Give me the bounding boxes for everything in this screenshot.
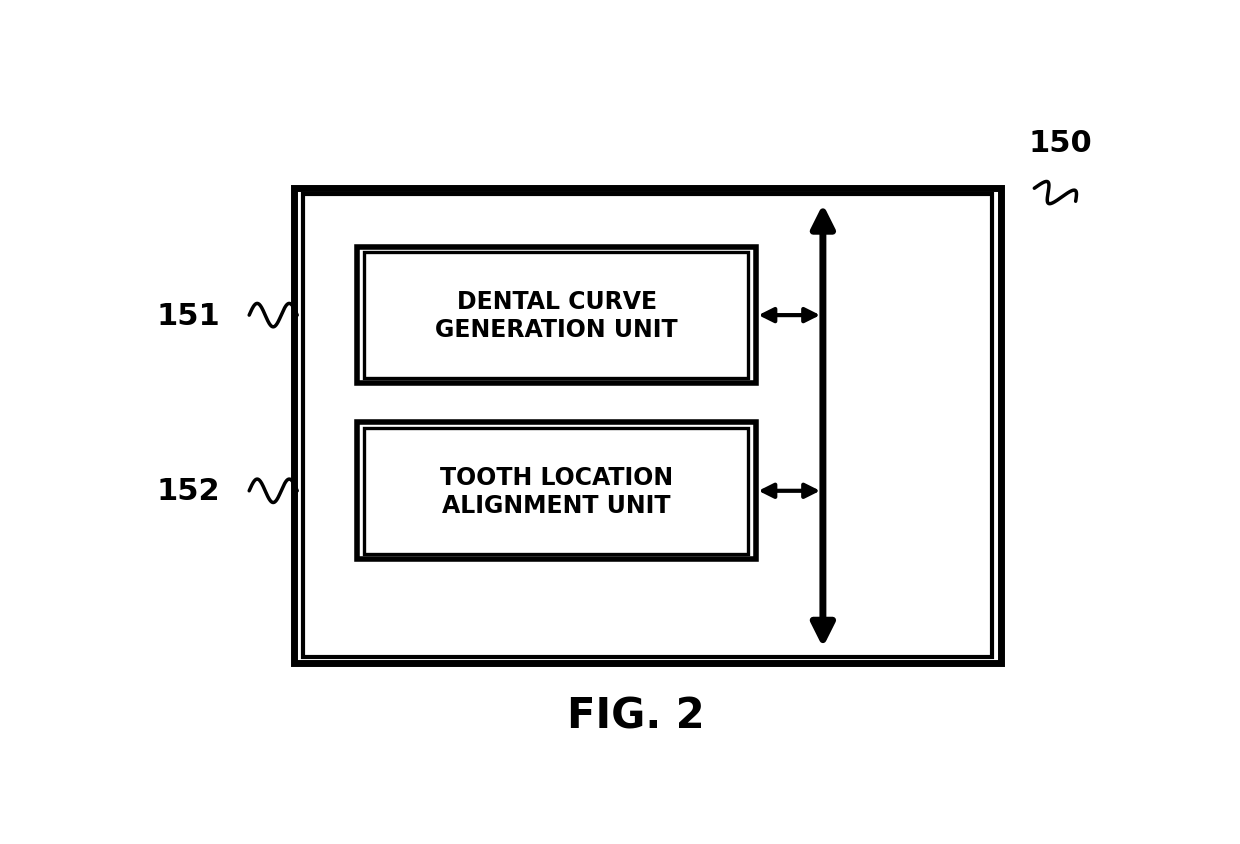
Bar	[357, 423, 755, 560]
Text: FIG. 2: FIG. 2	[567, 695, 704, 737]
Text: 152: 152	[156, 477, 221, 506]
Bar	[357, 247, 755, 384]
Text: DENTAL CURVE
GENERATION UNIT: DENTAL CURVE GENERATION UNIT	[435, 289, 678, 342]
Text: TOOTH LOCATION
ALIGNMENT UNIT: TOOTH LOCATION ALIGNMENT UNIT	[440, 465, 673, 517]
Bar	[303, 195, 992, 657]
Bar	[365, 428, 748, 555]
Bar	[365, 252, 748, 379]
Bar	[294, 189, 1001, 663]
Text: 151: 151	[156, 301, 221, 330]
Text: 150: 150	[1028, 129, 1092, 158]
